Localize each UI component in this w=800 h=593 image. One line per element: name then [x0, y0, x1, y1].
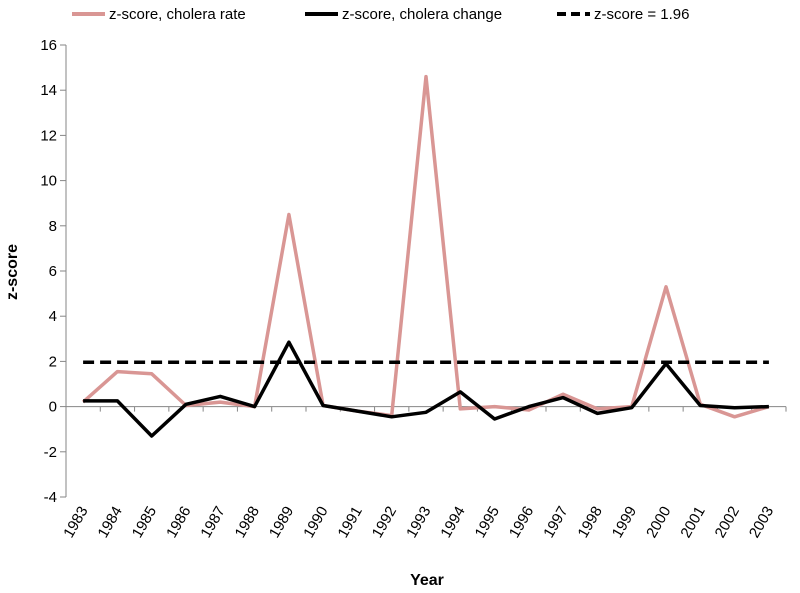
y-axis-title: z-score	[4, 244, 21, 300]
x-tick-label: 2000	[643, 504, 674, 541]
x-axis: 1983 1984 1985 1986 1987 1988 1989 1990 1991 1992…	[60, 406, 787, 541]
x-tick-label: 1985	[129, 504, 160, 541]
x-tick-label: 1999	[609, 504, 640, 541]
x-tick-label: 1986	[163, 504, 194, 541]
legend-label-3: z-score = 1.96	[594, 6, 689, 23]
y-tick-label: 0	[49, 399, 57, 416]
x-tick-label: 1997	[540, 504, 571, 541]
y-tick-label: 16	[40, 37, 57, 54]
x-tick-label: 1989	[266, 504, 297, 541]
x-tick-label: 2003	[746, 504, 777, 541]
y-tick-label: 2	[49, 353, 57, 370]
series-line-2	[83, 340, 769, 438]
y-tick-label: 4	[49, 308, 57, 325]
x-tick-label: 1992	[369, 504, 400, 541]
x-tick-label: 1983	[60, 504, 91, 541]
x-tick-label: 1995	[472, 503, 503, 540]
y-tick-label: -4	[44, 489, 57, 506]
y-tick-label: 12	[40, 127, 57, 144]
y-tick-label: 6	[49, 263, 57, 280]
x-tick-label: 1984	[94, 504, 125, 541]
x-tick-label: 2002	[712, 504, 743, 541]
y-tick-label: 8	[49, 218, 57, 235]
y-tick-label: 10	[40, 173, 57, 190]
y-tick-label: 14	[40, 82, 57, 99]
x-tick-label: 2001	[677, 504, 708, 541]
x-tick-label: 1996	[506, 504, 537, 541]
legend-label-2: z-score, cholera change	[342, 6, 502, 23]
legend-label-1: z-score, cholera rate	[109, 6, 246, 23]
x-tick-label: 1993	[403, 504, 434, 541]
x-tick-label: 1990	[300, 504, 331, 541]
y-axis: -4 -2 0 2 4 6 8 10 12 14 16	[40, 37, 67, 506]
x-tick-label: 1994	[437, 504, 468, 541]
x-tick-label: 1987	[197, 504, 228, 541]
series-line-1	[81, 74, 770, 419]
legend: z-score, cholera rate z-score, cholera ch…	[72, 6, 689, 23]
series-layer	[81, 74, 770, 438]
x-tick-label: 1988	[232, 504, 263, 541]
y-tick-label: -2	[44, 444, 57, 461]
x-axis-title: Year	[410, 572, 444, 589]
x-tick-label: 1998	[574, 504, 605, 541]
x-tick-label: 1991	[334, 504, 365, 541]
